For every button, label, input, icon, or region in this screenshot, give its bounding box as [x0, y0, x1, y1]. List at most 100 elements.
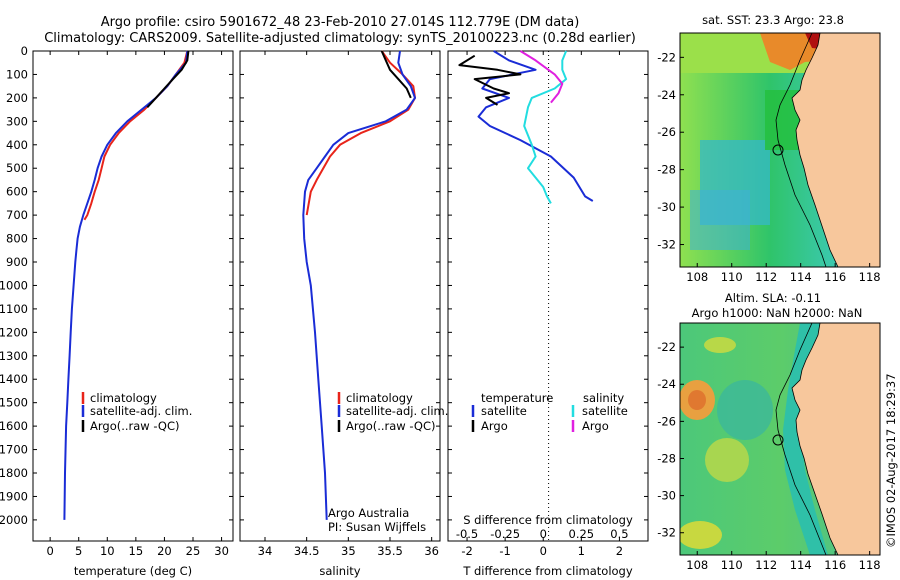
legend-title-temperature: temperature	[481, 391, 553, 405]
lon-tick-label: 112	[755, 270, 777, 284]
legend-label-s-argo: Argo	[582, 419, 609, 433]
series-line-temperature-argo	[458, 54, 522, 106]
depth-tick-label: 1600	[0, 419, 28, 433]
legend-label-s-satellite: satellite	[582, 404, 628, 418]
x-tick-label: 25	[186, 544, 201, 558]
difference-x-ticks: -2 -1 0 1 2	[461, 51, 623, 558]
legend-label-climatology: climatology	[90, 391, 157, 405]
lon-tick-label: 108	[686, 558, 708, 572]
depth-tick-label: 500	[6, 161, 28, 175]
depth-tick-label: 1300	[0, 349, 28, 363]
legend-title-salinity: salinity	[583, 391, 624, 405]
lat-tick-label: -24	[657, 88, 676, 102]
lon-tick-label: 118	[859, 558, 881, 572]
depth-tick-label: 1100	[0, 302, 28, 316]
sla-shelf-band	[783, 323, 828, 555]
lat-tick-label: -28	[657, 163, 676, 177]
x-tick-label: 36	[424, 544, 439, 558]
depth-tick-label: 1800	[0, 466, 28, 480]
salinity-depth-ticks	[240, 50, 440, 521]
salinity-series	[302, 50, 416, 520]
sla-shelf-edge	[775, 323, 827, 555]
difference-xlabel-t: T difference from climatology	[462, 564, 633, 578]
depth-tick-label: 200	[6, 91, 28, 105]
lat-tick-label: -22	[657, 50, 676, 64]
depth-tick-label: 600	[6, 185, 28, 199]
lon-tick-label: 118	[859, 270, 881, 284]
legend-label-climatology: climatology	[346, 391, 413, 405]
salinity-diff-tick-label: 0.5	[610, 527, 628, 541]
depth-tick-label: 100	[6, 67, 28, 81]
x-tick-label: 34	[258, 544, 273, 558]
difference-salinity-ticks: -0.5 -0.25 0 0.25 0.5	[456, 527, 629, 541]
x-tick-label: 2	[616, 544, 623, 558]
depth-tick-label: 1500	[0, 396, 28, 410]
sla-float-marker	[772, 434, 784, 446]
series-line-climatology	[83, 50, 189, 221]
x-tick-label: 20	[157, 544, 172, 558]
salinity-diff-tick-label: -0.5	[456, 527, 478, 541]
figure-title-line1: Argo profile: csiro 5901672_48 23-Feb-20…	[101, 15, 580, 30]
depth-tick-label: 1200	[0, 325, 28, 339]
legend-label-t-argo: Argo	[481, 419, 508, 433]
sla-lat-ticks: -22 -24 -26 -28 -30 -32	[657, 340, 684, 540]
sla-map-subtitle: Argo h1000: NaN h2000: NaN	[692, 306, 863, 320]
depth-tick-label: 1000	[0, 278, 28, 292]
series-line-salinity-satellite	[523, 50, 568, 204]
sla-warm-eddy-core	[688, 390, 706, 410]
series-line-salinity-argo	[519, 50, 564, 104]
depth-tick-label: 700	[6, 208, 28, 222]
x-tick-label: 34.5	[294, 544, 320, 558]
sla-yellow-patch-3	[680, 521, 722, 549]
sst-map-title: sat. SST: 23.3 Argo: 23.8	[702, 13, 844, 27]
x-tick-label: 0	[46, 544, 53, 558]
depth-tick-label: 1900	[0, 489, 28, 503]
salinity-diff-tick-label: 0	[540, 527, 547, 541]
difference-xlabel-s: S difference from climatology	[463, 513, 633, 527]
depth-tick-label: 1700	[0, 443, 28, 457]
lon-tick-label: 110	[721, 270, 743, 284]
salinity-diff-tick-label: 0.25	[569, 527, 595, 541]
depth-tick-label: 1400	[0, 372, 28, 386]
depth-tick-label: 300	[6, 114, 28, 128]
lon-tick-label: 112	[755, 558, 777, 572]
sst-shelf-edge	[775, 33, 827, 267]
legend-label-satellite: satellite-adj. clim.	[90, 404, 192, 418]
sst-map-frame	[679, 32, 881, 268]
x-tick-label: 10	[100, 544, 115, 558]
salinity-x-ticks: 34 34.5 35 35.5 36	[258, 51, 439, 558]
x-tick-label: 5	[75, 544, 82, 558]
x-tick-label: 15	[129, 544, 144, 558]
depth-tick-label: 800	[6, 232, 28, 246]
lon-tick-label: 110	[721, 558, 743, 572]
lat-tick-label: -30	[657, 489, 676, 503]
sst-lat-ticks: -22 -24 -26 -28 -30 -32	[657, 50, 684, 252]
x-tick-label: -1	[499, 544, 510, 558]
pi-label: PI: Susan Wijffels	[328, 520, 426, 534]
series-line-satellite-adj-clim-	[63, 50, 189, 520]
x-tick-label: 30	[214, 544, 229, 558]
sla-map-title: Altim. SLA: -0.11	[725, 291, 821, 305]
x-tick-label: 35.5	[377, 544, 403, 558]
sla-blue-patch	[717, 380, 773, 440]
temperature-xlabel: temperature (deg C)	[74, 564, 192, 578]
legend-label-satellite: satellite-adj. clim.	[346, 404, 448, 418]
sla-yellow-patch	[704, 337, 736, 353]
depth-tick-label: 900	[6, 255, 28, 269]
depth-tick-label: 2000	[0, 513, 28, 527]
lat-tick-label: -32	[657, 526, 676, 540]
legend-label-argo: Argo(..raw -QC)	[346, 419, 436, 433]
salinity-diff-tick-label: -0.25	[490, 527, 520, 541]
sla-map-frame	[679, 322, 881, 556]
difference-series	[458, 50, 594, 204]
temperature-legend: climatology satellite-adj. clim. Argo(..…	[81, 391, 192, 433]
legend-label-argo: Argo(..raw -QC)	[90, 419, 180, 433]
lon-tick-label: 116	[824, 270, 846, 284]
sst-float-marker	[772, 144, 784, 156]
sst-lon-ticks: 108 110 112 114 116 118	[686, 263, 881, 284]
salinity-legend: climatology satellite-adj. clim. Argo(..…	[328, 391, 448, 534]
temperature-depth-ticks: 0 100 200 300 400 500 600 700 800 900 1000 1100 1200…	[0, 44, 233, 527]
legend-label-t-satellite: satellite	[481, 404, 527, 418]
salinity-xlabel: salinity	[319, 564, 360, 578]
